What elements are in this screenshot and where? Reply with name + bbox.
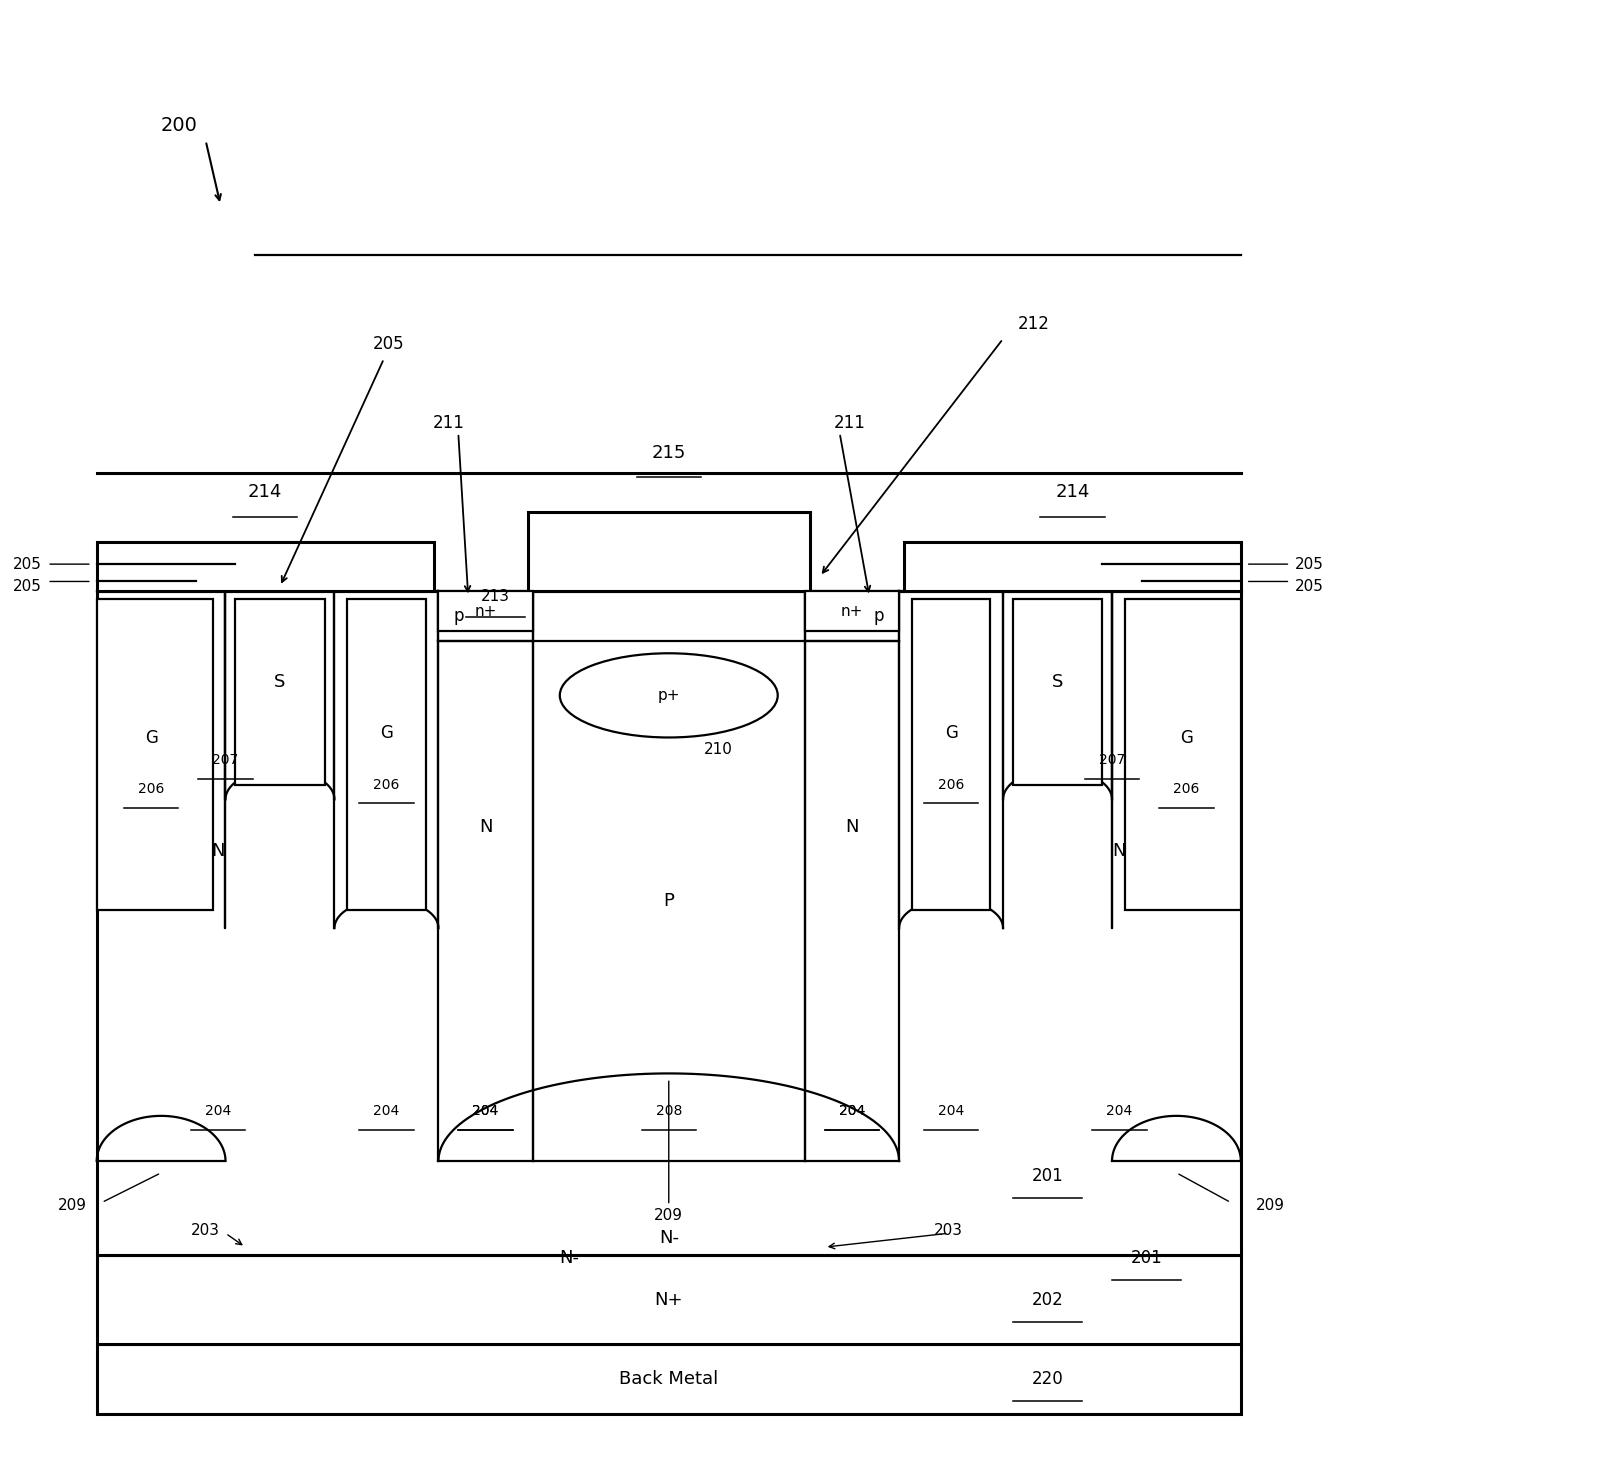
Text: 220: 220 [1032, 1370, 1063, 1388]
Text: G: G [144, 729, 157, 747]
Text: 205: 205 [13, 557, 42, 572]
Text: 204: 204 [838, 1104, 866, 1119]
Text: 205: 205 [13, 579, 42, 594]
Bar [527, 512, 810, 591]
Text: 204: 204 [1106, 1104, 1133, 1119]
Text: 202: 202 [1032, 1291, 1063, 1308]
Bar [912, 600, 991, 910]
Text: n+: n+ [842, 604, 862, 619]
Text: 204: 204 [838, 1104, 866, 1119]
Text: N: N [212, 842, 224, 860]
Text: 215: 215 [651, 444, 686, 462]
Text: G: G [944, 725, 957, 742]
Text: 209: 209 [1255, 1198, 1284, 1213]
Bar [1013, 600, 1103, 785]
Text: 206: 206 [1173, 782, 1199, 797]
Text: 204: 204 [938, 1104, 963, 1119]
Bar [439, 591, 532, 631]
Text: 205: 205 [373, 335, 404, 353]
Text: 214: 214 [1055, 484, 1090, 501]
Text: S: S [274, 673, 285, 691]
Text: n+: n+ [474, 604, 497, 619]
Text: N: N [479, 817, 492, 835]
Text: 201: 201 [1032, 1167, 1063, 1185]
Text: 205: 205 [1295, 557, 1324, 572]
Bar [96, 591, 1241, 1255]
Text: G: G [1180, 729, 1193, 747]
Text: 200: 200 [162, 116, 199, 135]
Text: 207: 207 [212, 753, 239, 767]
Text: 206: 206 [138, 782, 165, 797]
Ellipse shape [559, 653, 777, 738]
Text: 213: 213 [481, 589, 510, 604]
Text: N-: N- [559, 1248, 580, 1267]
Text: S: S [1052, 673, 1063, 691]
Text: 204: 204 [473, 1104, 499, 1119]
Bar [1125, 600, 1241, 910]
Text: 201: 201 [1130, 1248, 1162, 1267]
Bar [96, 600, 213, 910]
Text: 209: 209 [58, 1198, 87, 1213]
Text: 208: 208 [656, 1104, 681, 1119]
Text: N: N [1112, 842, 1127, 860]
Bar [96, 542, 433, 591]
Text: 214: 214 [248, 484, 282, 501]
Text: N: N [845, 817, 859, 835]
Bar [96, 1255, 1241, 1344]
Text: 210: 210 [704, 742, 733, 757]
Text: 204: 204 [373, 1104, 399, 1119]
Text: 204: 204 [205, 1104, 231, 1119]
Text: 206: 206 [938, 778, 965, 791]
Bar [904, 542, 1241, 591]
Text: p: p [454, 607, 463, 625]
Bar [348, 600, 425, 910]
Text: 207: 207 [1100, 753, 1125, 767]
Text: 206: 206 [373, 778, 399, 791]
Text: G: G [380, 725, 393, 742]
Bar [96, 1344, 1241, 1414]
Text: 203: 203 [935, 1223, 963, 1238]
Text: 205: 205 [1295, 579, 1324, 594]
Text: 204: 204 [473, 1104, 499, 1119]
Bar [805, 591, 899, 631]
Text: p+: p+ [657, 688, 680, 703]
Text: 211: 211 [834, 415, 866, 432]
Text: P: P [664, 892, 675, 910]
Text: Back Metal: Back Metal [619, 1370, 718, 1388]
Text: 212: 212 [1018, 315, 1050, 332]
Text: 211: 211 [433, 415, 465, 432]
Text: 203: 203 [191, 1223, 220, 1238]
Text: N-: N- [659, 1229, 678, 1247]
Text: N+: N+ [654, 1291, 683, 1308]
Bar [236, 600, 324, 785]
Text: 209: 209 [654, 1208, 683, 1223]
Text: p: p [874, 607, 885, 625]
